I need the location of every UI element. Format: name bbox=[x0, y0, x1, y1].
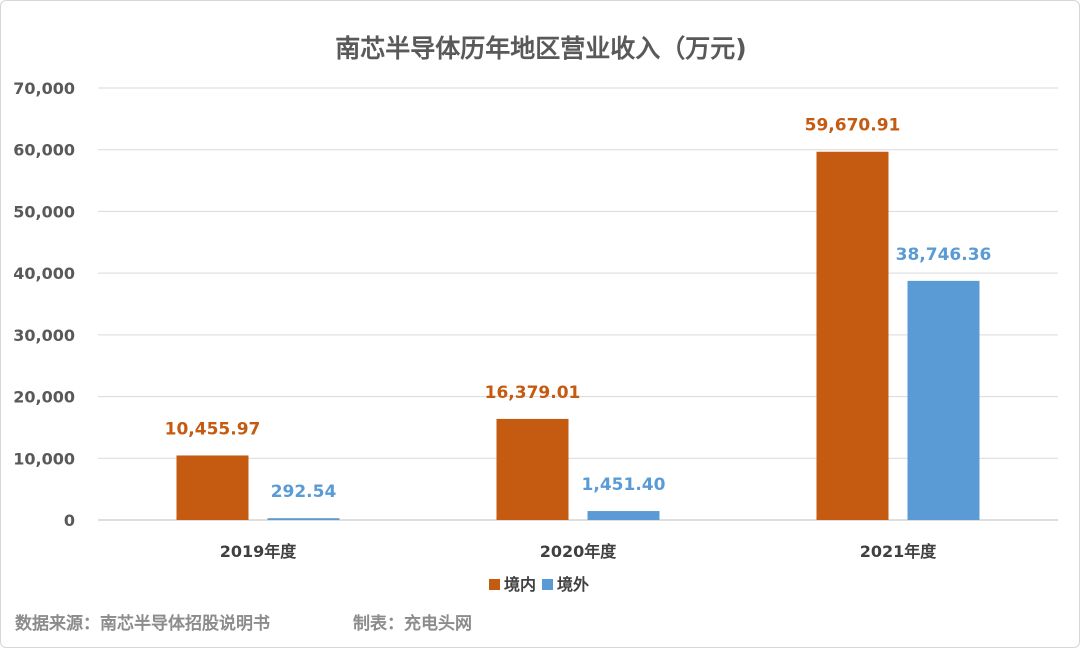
x-axis-categories: 2019年度 2020年度 2021年度 bbox=[220, 542, 938, 561]
y-tick-label: 40,000 bbox=[13, 264, 75, 283]
data-label: 59,670.91 bbox=[805, 116, 901, 136]
legend-label: 境内 bbox=[504, 575, 536, 594]
data-label: 38,746.36 bbox=[896, 245, 992, 265]
bar-境内 bbox=[816, 151, 889, 520]
y-tick-label: 60,000 bbox=[13, 141, 75, 160]
legend-label: 境外 bbox=[557, 575, 589, 594]
y-tick-label: 10,000 bbox=[13, 449, 75, 468]
y-axis-ticks: 0 10,000 20,000 30,000 40,000 50,000 60,000 70,… bbox=[13, 79, 75, 530]
x-category-label: 2021年度 bbox=[860, 542, 938, 561]
chart-title: 南芯半导体历年地区营业收入（万元) bbox=[335, 34, 746, 63]
source-note: 数据来源：南芯半导体招股说明书 bbox=[15, 613, 270, 634]
bars bbox=[176, 151, 980, 520]
y-tick-label: 30,000 bbox=[13, 326, 75, 345]
bar-境外 bbox=[267, 518, 340, 520]
legend: 境内 境外 bbox=[489, 575, 589, 594]
bar-境外 bbox=[587, 511, 660, 520]
legend-swatch bbox=[489, 579, 500, 590]
data-label: 292.54 bbox=[271, 482, 337, 502]
bar-境外 bbox=[907, 280, 980, 520]
bar-境内 bbox=[496, 418, 569, 520]
data-label: 10,455.97 bbox=[165, 419, 261, 439]
y-tick-label: 50,000 bbox=[13, 202, 75, 221]
data-label: 16,379.01 bbox=[485, 383, 581, 403]
legend-swatch bbox=[542, 579, 553, 590]
data-labels: 10,455.97 292.54 16,379.01 1,451.40 59,670.9… bbox=[165, 116, 992, 502]
author-note: 制表：充电头网 bbox=[353, 613, 472, 634]
data-label: 1,451.40 bbox=[582, 475, 666, 495]
x-category-label: 2019年度 bbox=[220, 542, 298, 561]
y-tick-label: 70,000 bbox=[13, 79, 75, 98]
x-category-label: 2020年度 bbox=[540, 542, 618, 561]
bar-境内 bbox=[176, 455, 249, 520]
grid-lines bbox=[98, 87, 1058, 521]
y-tick-label: 20,000 bbox=[13, 388, 75, 407]
y-tick-label: 0 bbox=[64, 511, 75, 530]
